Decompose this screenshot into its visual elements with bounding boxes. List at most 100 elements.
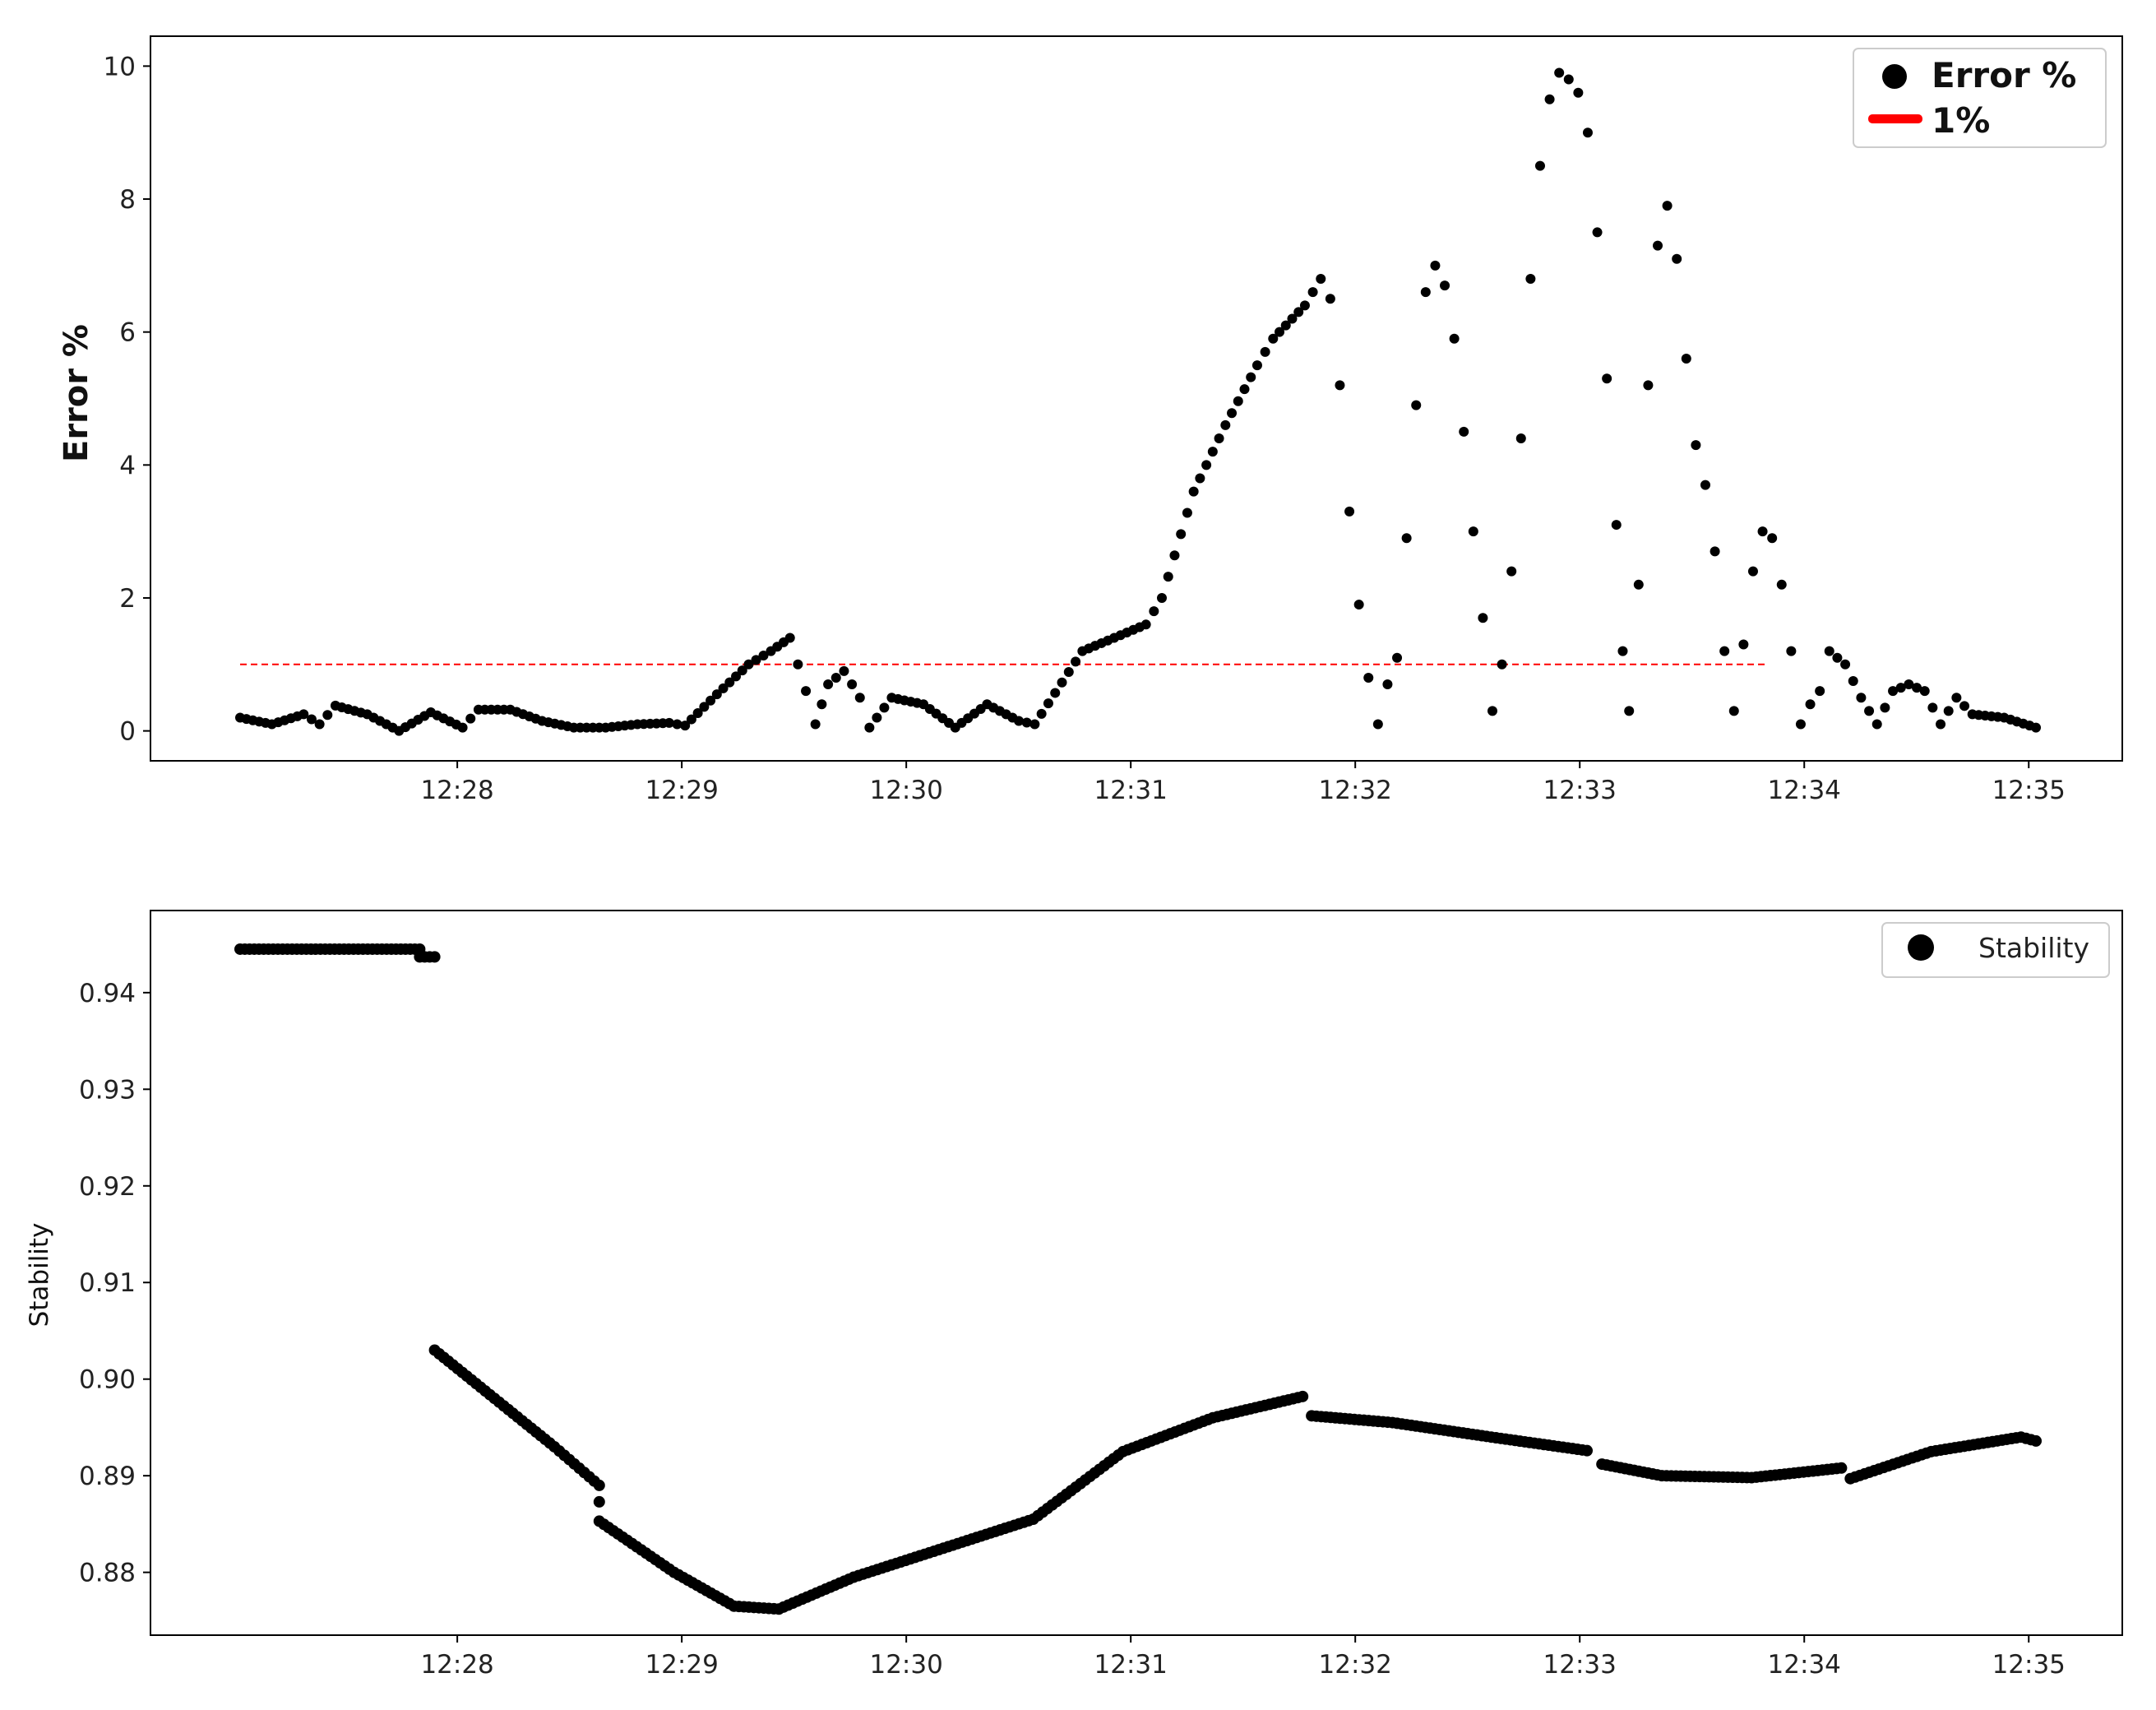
data-point xyxy=(1573,87,1584,98)
data-point xyxy=(1043,698,1053,709)
data-point xyxy=(1904,679,1914,690)
data-point xyxy=(711,689,722,700)
x-tick-label: 12:30 xyxy=(869,776,942,805)
x-tick-label: 12:35 xyxy=(1992,776,2066,805)
y-tick-label: 0.94 xyxy=(79,979,136,1008)
data-point xyxy=(1835,1462,1848,1474)
data-point xyxy=(1856,693,1867,703)
data-point xyxy=(758,651,769,661)
x-tick-label: 12:30 xyxy=(869,1650,942,1680)
data-point xyxy=(1691,440,1701,451)
data-point xyxy=(1951,693,1962,703)
data-point xyxy=(1363,672,1374,683)
data-point xyxy=(1275,327,1285,337)
data-point xyxy=(1220,419,1231,430)
data-point xyxy=(1392,652,1403,663)
data-point xyxy=(1287,313,1298,324)
data-point xyxy=(1420,287,1431,298)
data-point xyxy=(1888,686,1899,697)
data-point xyxy=(1653,240,1663,251)
data-point xyxy=(817,699,827,710)
x-tick-label: 12:29 xyxy=(645,1650,718,1680)
data-point xyxy=(830,672,841,683)
data-point xyxy=(1169,550,1180,561)
data-point xyxy=(593,1495,605,1508)
data-point xyxy=(706,695,716,706)
data-point xyxy=(793,659,803,670)
x-tick-label: 12:28 xyxy=(420,776,493,805)
y-tick-label: 0.90 xyxy=(79,1365,136,1395)
data-point xyxy=(1449,333,1460,344)
data-point xyxy=(801,686,812,697)
data-point xyxy=(1063,667,1074,678)
legend-marker-threshold xyxy=(1868,114,1922,123)
stability-chart-legend: Stability xyxy=(1881,922,2110,978)
data-point xyxy=(1515,433,1526,443)
data-point xyxy=(1299,300,1310,311)
legend-marker-stability xyxy=(1908,934,1934,961)
data-point xyxy=(1227,408,1238,419)
data-point xyxy=(1468,526,1478,537)
data-point xyxy=(1840,659,1851,670)
x-tick-label: 12:31 xyxy=(1094,776,1168,805)
x-tick-label: 12:34 xyxy=(1768,776,1841,805)
data-point xyxy=(1478,613,1488,623)
data-point xyxy=(457,722,468,733)
data-point xyxy=(1747,566,1758,577)
data-point xyxy=(731,671,742,682)
stability-chart-frame xyxy=(150,910,2123,1636)
data-point xyxy=(1239,384,1250,395)
data-point xyxy=(593,1479,605,1491)
x-tick-label: 12:31 xyxy=(1094,1650,1168,1680)
data-point xyxy=(1201,460,1212,470)
data-point xyxy=(1959,701,1970,711)
error-chart: 12:28 12:29 12:30 12:31 12:32 12:33 12:34 12:35… xyxy=(58,35,2123,805)
data-point xyxy=(1372,719,1383,730)
data-point xyxy=(2030,1434,2042,1447)
data-point xyxy=(306,714,317,725)
data-point xyxy=(1156,592,1167,603)
data-point xyxy=(1662,201,1673,211)
y-tick-label: 0 xyxy=(119,717,136,747)
data-point xyxy=(1207,447,1218,457)
error-chart-legend: Error % 1% xyxy=(1853,48,2107,148)
data-point xyxy=(823,679,834,690)
y-tick-label: 0.91 xyxy=(79,1268,136,1298)
error-chart-y-label: Error % xyxy=(58,324,95,462)
data-point xyxy=(743,659,754,670)
data-point xyxy=(1544,94,1555,104)
data-point xyxy=(751,655,761,665)
data-point xyxy=(864,722,875,733)
data-point xyxy=(1871,719,1882,730)
stability-chart-marks xyxy=(234,943,2042,1615)
data-point xyxy=(686,714,696,725)
x-tick-label: 12:34 xyxy=(1768,1650,1841,1680)
data-point xyxy=(1719,646,1730,656)
data-point xyxy=(1176,529,1187,540)
data-point xyxy=(1401,533,1412,544)
data-point xyxy=(1681,354,1691,364)
data-point xyxy=(1633,579,1644,590)
legend-marker-error xyxy=(1882,64,1907,89)
legend-label-threshold: 1% xyxy=(1932,100,1990,141)
data-point xyxy=(1919,686,1930,697)
data-point xyxy=(428,951,441,963)
data-point xyxy=(1071,656,1081,667)
data-point xyxy=(1700,480,1710,490)
data-point xyxy=(1050,688,1061,698)
data-point xyxy=(1316,274,1326,285)
data-point xyxy=(737,665,747,676)
data-point xyxy=(298,709,309,720)
data-point xyxy=(1927,702,1938,713)
data-point xyxy=(1525,274,1536,285)
stability-chart-legend-box xyxy=(1881,922,2110,978)
data-point xyxy=(1163,572,1173,582)
data-point xyxy=(1411,400,1422,410)
data-point xyxy=(1582,127,1593,138)
data-point xyxy=(1335,380,1345,391)
data-point xyxy=(1776,579,1787,590)
data-point xyxy=(724,677,735,688)
data-point xyxy=(314,719,325,730)
stability-chart-x-axis: 12:28 12:29 12:30 12:31 12:32 12:33 12:34 12:35 xyxy=(420,1635,2066,1680)
